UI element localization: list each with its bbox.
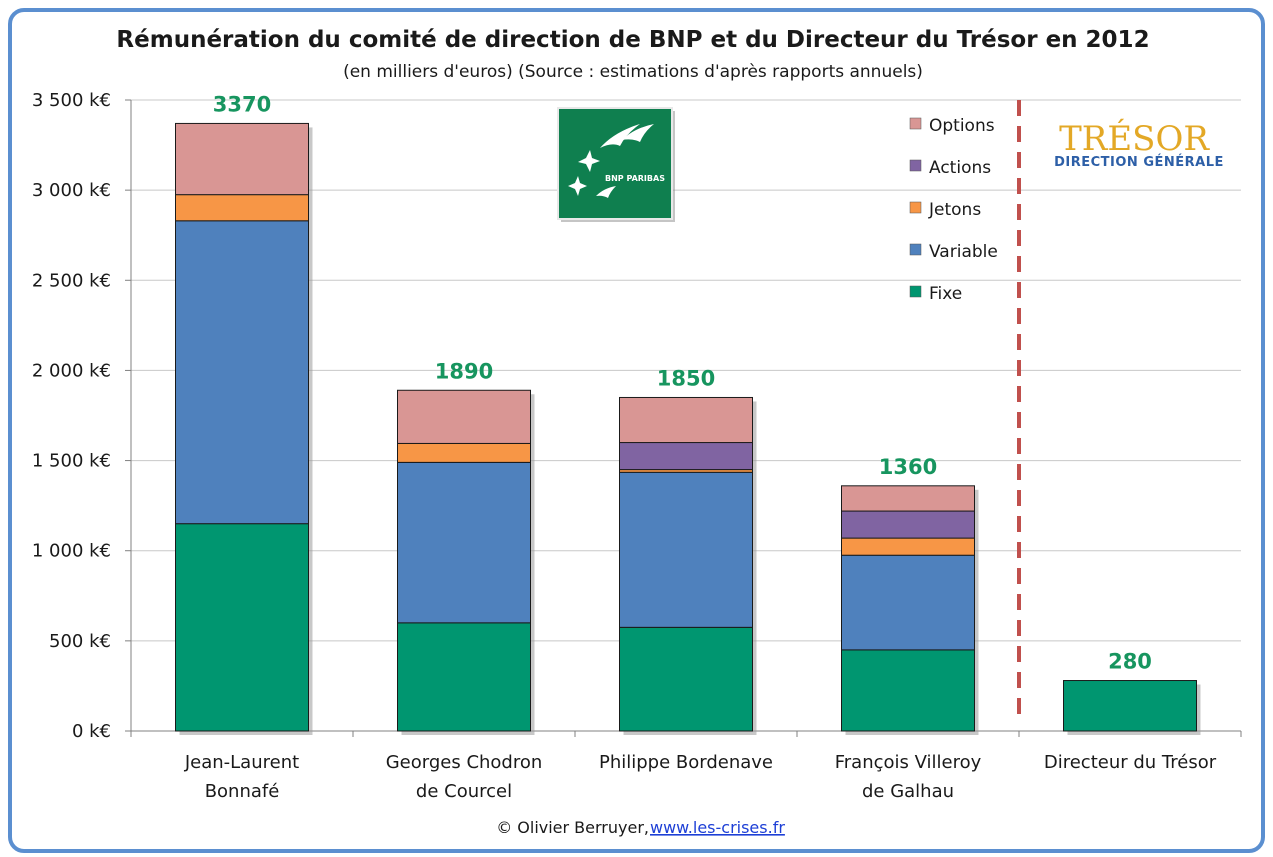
chart-title: Rémunération du comité de direction de B… <box>116 27 1149 53</box>
bnp-paribas-logo: BNP PARIBAS <box>557 107 675 222</box>
x-category-label: Bonnafé <box>205 781 280 802</box>
bar-segment-variable <box>175 220 309 525</box>
bar-segment-jetons <box>397 442 531 463</box>
legend-swatch <box>909 201 922 214</box>
y-tick-label: 2 500 k€ <box>32 270 111 291</box>
total-label: 1890 <box>435 359 493 383</box>
legend-swatch <box>909 117 922 130</box>
x-category-label: de Galhau <box>862 781 954 802</box>
stars-birds-icon <box>568 124 654 198</box>
chart-subtitle: (en milliers d'euros) (Source : estimati… <box>343 62 923 82</box>
legend-swatch <box>909 159 922 172</box>
bar-segment-fixe <box>175 523 309 732</box>
bar-segment-options <box>841 485 975 512</box>
legend-swatch <box>909 285 922 298</box>
y-tick-label: 500 k€ <box>49 631 111 652</box>
legend-label: Jetons <box>928 200 981 220</box>
legend-label: Fixe <box>929 284 962 304</box>
tresor-logo-title: TRÉSOR <box>1059 118 1210 159</box>
credit-text: © Olivier Berruyer, <box>496 818 649 837</box>
legend-swatch <box>909 243 922 256</box>
credit-link[interactable]: www.les-crises.fr <box>650 818 785 837</box>
bar-segment-options <box>619 396 753 444</box>
legend-label: Options <box>929 116 995 136</box>
x-category-label: Philippe Bordenave <box>599 752 773 773</box>
bars <box>175 122 1201 736</box>
tresor-logo-subtitle: DIRECTION GÉNÉRALE <box>1054 154 1224 170</box>
x-category-label: Jean-Laurent <box>184 752 299 773</box>
bar-segment-fixe <box>841 649 975 732</box>
bar-segment-options <box>175 122 309 196</box>
bar-segment-variable <box>841 554 975 651</box>
bar-segment-variable <box>397 461 531 624</box>
x-category-label: de Courcel <box>416 781 512 802</box>
bar-segment-fixe <box>619 626 753 732</box>
legend-label: Variable <box>929 242 998 262</box>
y-tick-label: 2 000 k€ <box>32 360 111 381</box>
bar-segment-jetons <box>175 194 309 222</box>
bar-segment-variable <box>619 471 753 628</box>
bar-segment-actions <box>841 510 975 539</box>
bar-segment-fixe <box>1063 680 1197 732</box>
total-label: 1850 <box>657 366 715 390</box>
y-tick-label: 0 k€ <box>72 721 111 742</box>
x-category-label: Georges Chodron <box>386 752 543 773</box>
y-tick-label: 3 000 k€ <box>32 180 111 201</box>
x-category-label: François Villeroy <box>835 752 982 773</box>
bar-segment-options <box>397 389 531 444</box>
bar-segment-jetons <box>841 537 975 556</box>
y-tick-label: 1 000 k€ <box>32 541 111 562</box>
legend: Options Actions Jetons Variable Fixe <box>909 116 998 304</box>
bar-segment-actions <box>619 442 753 471</box>
y-tick-label: 3 500 k€ <box>32 90 111 111</box>
bnp-logo-text: BNP PARIBAS <box>605 174 665 183</box>
bar-segment-fixe <box>397 622 531 732</box>
total-label: 280 <box>1108 650 1152 674</box>
gridlines <box>131 99 1241 642</box>
tresor-logo: TRÉSOR DIRECTION GÉNÉRALE <box>1054 118 1224 170</box>
y-tick-label: 1 500 k€ <box>32 451 111 472</box>
labels: 0 k€ 500 k€ 1 000 k€ 1 500 k€ 2 000 k€ 2 500 … <box>32 90 1217 802</box>
total-label: 3370 <box>213 92 271 116</box>
legend-label: Actions <box>929 158 991 178</box>
total-label: 1360 <box>879 455 937 479</box>
x-category-label: Directeur du Trésor <box>1044 752 1217 773</box>
